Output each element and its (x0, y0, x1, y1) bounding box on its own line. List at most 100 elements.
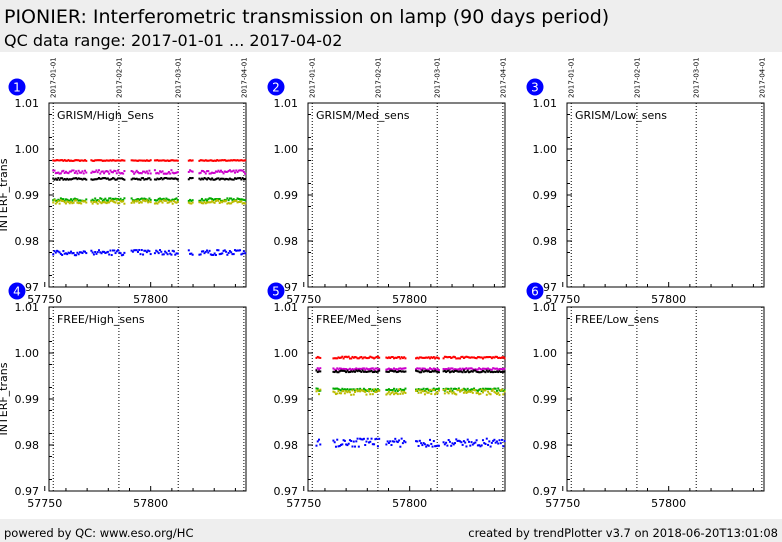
data-point-yellow (343, 392, 346, 395)
data-point-blue (216, 249, 219, 252)
data-point-green (484, 387, 487, 390)
data-point-blue (427, 444, 430, 447)
plot-frame (48, 102, 247, 288)
data-point-yellow (451, 392, 454, 395)
data-point-black (400, 370, 403, 373)
data-point-blue (115, 250, 118, 253)
data-point-blue (175, 252, 178, 255)
data-point-blue (228, 250, 231, 253)
data-point-red (72, 159, 75, 162)
data-point-purple (170, 169, 173, 172)
panel-number: 1 (13, 81, 21, 95)
data-point-red (430, 356, 433, 359)
data-point-yellow (106, 201, 109, 204)
data-point-blue (217, 249, 220, 252)
data-point-black (198, 177, 201, 180)
data-point-green (455, 388, 458, 391)
data-point-green (469, 389, 472, 392)
data-point-green (493, 387, 496, 390)
data-point-red (220, 159, 223, 162)
data-point-green (118, 198, 121, 201)
data-point-blue (393, 440, 396, 443)
data-point-yellow (237, 200, 240, 203)
data-point-red (239, 159, 242, 162)
data-point-yellow (96, 202, 99, 205)
data-point-green (416, 389, 419, 392)
data-point-red (81, 159, 84, 162)
data-point-green (72, 198, 75, 201)
data-point-black (502, 370, 505, 373)
data-point-blue (371, 443, 374, 446)
data-point-green (62, 198, 65, 201)
data-point-red (337, 356, 340, 359)
data-point-green (165, 197, 168, 200)
data-point-yellow (480, 388, 483, 391)
data-point-black (390, 369, 393, 372)
data-point-green (135, 198, 138, 201)
data-point-red (139, 159, 142, 162)
data-point-purple (84, 169, 87, 172)
data-point-black (442, 370, 445, 373)
data-point-black (134, 177, 137, 180)
data-point-yellow (346, 391, 349, 394)
data-point-black (77, 177, 80, 180)
data-point-red (378, 356, 381, 359)
data-point-purple (58, 172, 61, 175)
data-point-blue (190, 252, 193, 255)
data-point-red (488, 355, 491, 358)
data-point-green (94, 197, 97, 200)
data-point-purple (494, 367, 497, 370)
data-point-blue (365, 440, 368, 443)
data-point-yellow (461, 388, 464, 391)
data-point-black (169, 177, 172, 180)
data-point-black (237, 177, 240, 180)
data-point-yellow (68, 202, 71, 205)
data-point-blue (429, 438, 432, 441)
data-point-black (357, 369, 360, 372)
data-point-yellow (435, 391, 438, 394)
data-point-red (233, 159, 236, 162)
data-point-green (487, 387, 490, 390)
data-point-purple (75, 170, 78, 173)
data-point-green (214, 198, 217, 201)
data-point-blue (221, 252, 224, 255)
data-point-red (240, 159, 243, 162)
data-point-black (354, 370, 357, 373)
data-point-yellow (374, 391, 377, 394)
data-point-blue (214, 254, 217, 257)
panel-number-badge (267, 78, 285, 96)
data-point-red (432, 356, 435, 359)
y-tick-label: 1.01 (533, 301, 558, 314)
data-point-blue (489, 445, 492, 448)
data-point-black (483, 370, 486, 373)
data-point-blue (316, 440, 319, 443)
data-point-black (376, 370, 379, 373)
data-point-black (341, 369, 344, 372)
data-point-red (109, 159, 112, 162)
data-point-blue (133, 249, 136, 252)
data-point-purple (68, 170, 71, 173)
data-point-blue (191, 253, 194, 256)
data-point-black (220, 177, 223, 180)
data-point-yellow (394, 392, 397, 395)
data-point-purple (469, 367, 472, 370)
data-point-green (73, 197, 76, 200)
data-point-green (109, 197, 112, 200)
data-point-purple (398, 367, 401, 370)
data-point-blue (448, 440, 451, 443)
data-point-red (176, 159, 179, 162)
data-point-yellow (172, 199, 175, 202)
data-point-purple (385, 368, 388, 371)
data-point-green (421, 388, 424, 391)
data-point-yellow (404, 391, 407, 394)
data-point-blue (170, 253, 173, 256)
data-point-black (81, 178, 84, 181)
x-tick-label: 57750 (286, 497, 321, 510)
data-point-black (336, 371, 339, 374)
data-point-blue (94, 250, 97, 253)
data-point-green (400, 389, 403, 392)
data-point-purple (426, 368, 429, 371)
data-point-red (497, 356, 500, 359)
data-point-yellow (73, 199, 76, 202)
data-point-blue (470, 441, 473, 444)
